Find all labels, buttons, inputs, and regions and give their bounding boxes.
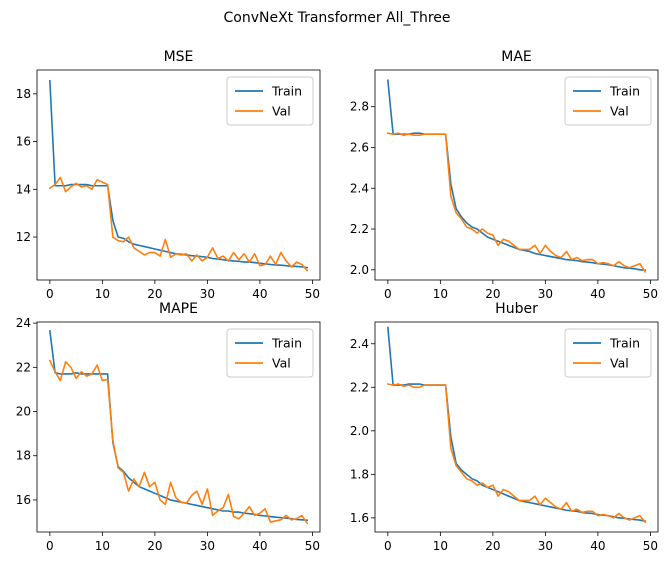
- x-tick-label: 20: [147, 287, 162, 301]
- y-tick-label: 2.4: [350, 181, 369, 195]
- x-tick-label: 40: [590, 287, 605, 301]
- y-tick-label: 24: [16, 316, 31, 330]
- x-tick-label: 10: [433, 539, 448, 553]
- series-line-val: [386, 132, 647, 273]
- series-line-val: [48, 359, 309, 525]
- subplots-grid: MSE 0 10 20 30 40 50 12 14 16 18 Train Val MAE 0 10 20 30…: [16, 49, 659, 553]
- x-tick-label: 50: [643, 539, 658, 553]
- subplot-huber: Huber 0 10 20 30 40 50 1.6 1.8 2.0 2.2 2.4 Train Val: [350, 301, 659, 553]
- x-tick-label: 0: [46, 539, 54, 553]
- legend-label-train: Train: [609, 336, 640, 351]
- y-tick-label: 16: [16, 493, 31, 507]
- y-tick-label: 18: [16, 449, 31, 463]
- x-tick-label: 10: [433, 287, 448, 301]
- y-tick-label: 2.2: [350, 380, 369, 394]
- y-tick-label: 2.8: [350, 100, 369, 114]
- x-tick-label: 50: [305, 539, 320, 553]
- axes-frame: [36, 321, 321, 533]
- legend: Train Val: [564, 328, 652, 378]
- legend: Train Val: [226, 328, 314, 378]
- subplot-title: MSE: [164, 49, 194, 65]
- y-tick-label: 12: [16, 230, 31, 244]
- x-tick-label: 0: [46, 287, 54, 301]
- subplot-mae: MAE 0 10 20 30 40 50 2.0 2.2 2.4 2.6 2.8 Train Val: [350, 49, 659, 301]
- x-tick-label: 0: [384, 539, 392, 553]
- subplot-title: Huber: [495, 301, 538, 317]
- y-tick-label: 2.6: [350, 140, 369, 154]
- series-line-val: [48, 176, 309, 272]
- y-tick-label: 22: [16, 360, 31, 374]
- y-tick-label: 18: [16, 87, 31, 101]
- legend-label-val: Val: [272, 104, 291, 119]
- legend-box: [226, 328, 314, 378]
- subplot-title: MAPE: [159, 301, 198, 317]
- x-tick-label: 30: [538, 287, 553, 301]
- y-tick-label: 1.6: [350, 511, 369, 525]
- y-tick-label: 2.0: [350, 263, 369, 277]
- x-tick-label: 0: [384, 287, 392, 301]
- series-line-val: [386, 383, 647, 524]
- legend-label-train: Train: [271, 336, 302, 351]
- x-tick-label: 30: [538, 539, 553, 553]
- y-tick-label: 2.0: [350, 424, 369, 438]
- y-tick-label: 14: [16, 182, 31, 196]
- x-tick-label: 40: [252, 287, 267, 301]
- legend-label-train: Train: [271, 84, 302, 99]
- x-tick-label: 30: [200, 539, 215, 553]
- y-tick-label: 2.2: [350, 222, 369, 236]
- x-tick-label: 10: [95, 539, 110, 553]
- x-tick-label: 20: [485, 287, 500, 301]
- legend-box: [564, 328, 652, 378]
- legend-label-val: Val: [610, 356, 629, 371]
- axes-frame: [374, 69, 659, 281]
- axes-frame: [374, 321, 659, 533]
- x-tick-label: 20: [485, 539, 500, 553]
- x-tick-label: 50: [305, 287, 320, 301]
- y-tick-label: 16: [16, 135, 31, 149]
- legend: Train Val: [564, 76, 652, 126]
- axes-frame: [36, 69, 321, 281]
- x-tick-label: 30: [200, 287, 215, 301]
- subplot-title: MAE: [501, 49, 532, 65]
- y-tick-label: 1.8: [350, 467, 369, 481]
- legend-box: [564, 76, 652, 126]
- subplot-mape: MAPE 0 10 20 30 40 50 16 18 20 22 24 Train Val: [16, 301, 321, 553]
- x-tick-label: 50: [643, 287, 658, 301]
- legend: Train Val: [226, 76, 314, 126]
- legend-box: [226, 76, 314, 126]
- x-tick-label: 10: [95, 287, 110, 301]
- x-tick-label: 40: [252, 539, 267, 553]
- legend-label-val: Val: [272, 356, 291, 371]
- x-tick-label: 40: [590, 539, 605, 553]
- subplot-mse: MSE 0 10 20 30 40 50 12 14 16 18 Train Val: [16, 49, 321, 301]
- figure-title: ConvNeXt Transformer All_Three: [223, 10, 450, 26]
- legend-label-train: Train: [609, 84, 640, 99]
- y-tick-label: 20: [16, 405, 31, 419]
- x-tick-label: 20: [147, 539, 162, 553]
- legend-label-val: Val: [610, 104, 629, 119]
- y-tick-label: 2.4: [350, 337, 369, 351]
